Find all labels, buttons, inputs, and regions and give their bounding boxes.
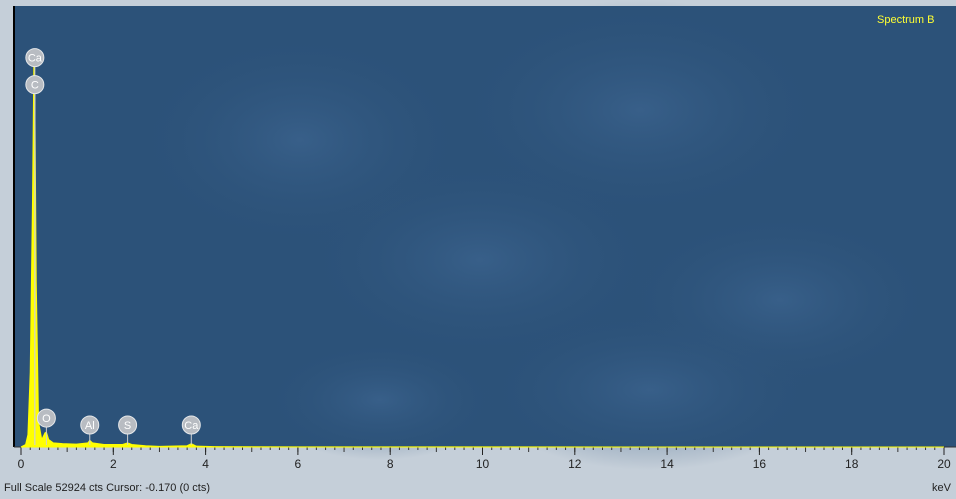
x-tick-label: 18 <box>845 457 859 471</box>
x-tick-label: 16 <box>753 457 767 471</box>
x-tick-label: 20 <box>937 457 951 471</box>
element-badge <box>118 415 138 435</box>
x-tick-label: 8 <box>387 457 394 471</box>
element-label: S <box>124 420 131 432</box>
x-tick-label: 2 <box>110 457 117 471</box>
x-axis-label: keV <box>932 482 952 494</box>
element-label: C <box>31 80 39 92</box>
x-tick-label: 12 <box>568 457 582 471</box>
x-tick-label: 4 <box>202 457 209 471</box>
element-badge <box>36 408 56 428</box>
element-label: Ca <box>184 420 199 432</box>
backdrop <box>260 340 500 460</box>
spectrum-name: Spectrum B <box>877 14 934 26</box>
element-badge <box>181 415 201 435</box>
element-label: Ca <box>28 53 43 65</box>
x-tick-label: 0 <box>18 457 25 471</box>
element-badge <box>80 415 100 435</box>
backdrop <box>300 160 660 360</box>
element-badge <box>25 75 45 95</box>
backdrop <box>480 310 820 470</box>
backdrop <box>450 0 830 220</box>
x-tick-label: 14 <box>660 457 674 471</box>
x-tick-label: 6 <box>295 457 302 471</box>
status-text: Full Scale 52924 cts Cursor: -0.170 (0 c… <box>4 482 210 494</box>
element-label: Al <box>85 420 95 432</box>
element-badge <box>25 48 45 68</box>
element-label: O <box>42 413 51 425</box>
x-tick-label: 10 <box>476 457 490 471</box>
